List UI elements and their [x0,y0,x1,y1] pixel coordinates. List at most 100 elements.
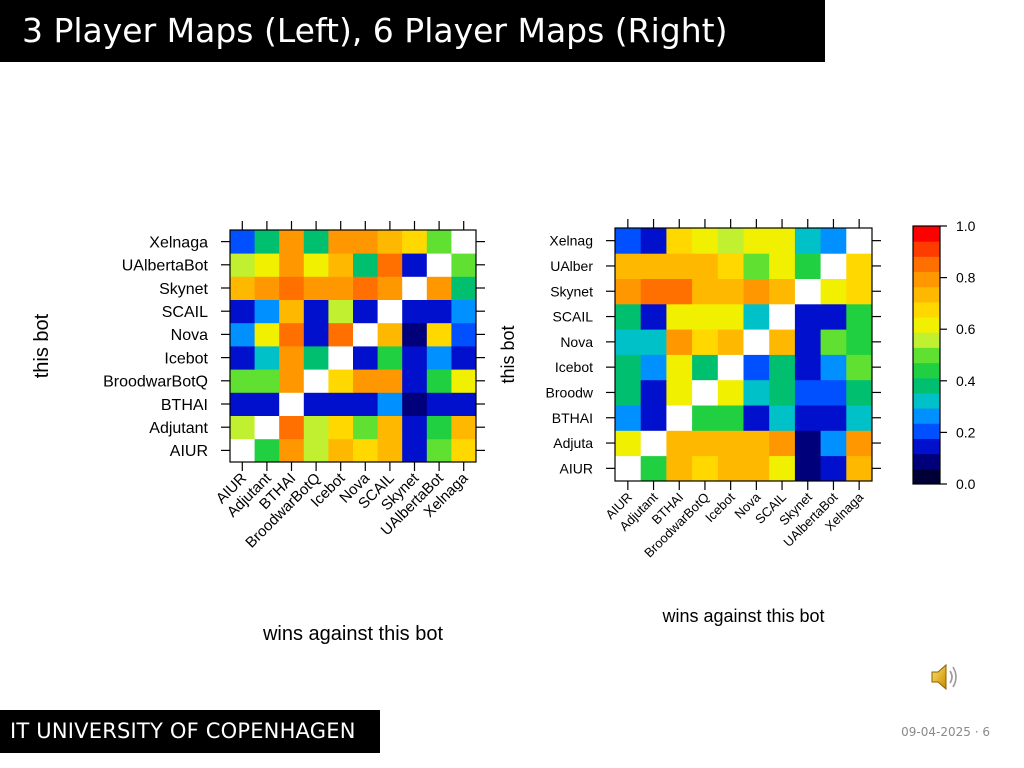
chart2-cell [692,354,719,381]
chart2-cell [640,228,667,254]
chart1-cell [402,253,428,277]
chart1-cell [328,369,354,393]
chart1-cell [426,253,452,277]
chart2-cell [846,354,873,381]
chart1-cell [328,299,354,324]
chart2-cell [717,329,744,355]
chart1-cell [303,322,329,347]
chart2-y-tick-label: Nova [560,334,593,350]
chart1-cell [353,392,378,416]
chart1-y-tick-label: BTHAI [161,397,208,414]
colorbar-segment [913,377,940,394]
chart2-cell [743,228,770,254]
speaker-icon[interactable] [928,660,962,694]
chart1-cell [402,346,428,370]
chart1-cell [303,392,329,416]
chart1-cell [230,299,255,324]
chart1-cell [254,253,280,277]
chart1-cell [426,346,452,370]
chart1-cell [230,369,255,393]
colorbar-segment [913,347,940,364]
chart1-cell [353,438,378,463]
chart1-cell [279,369,305,393]
chart2-cell [820,354,847,381]
chart2-cell [846,405,873,431]
chart1-cell [377,299,403,324]
chart1-cell [254,299,280,324]
chart2-cell [666,354,693,381]
chart1-cell [230,253,255,277]
chart2-cell [820,430,847,457]
colorbar-segment [913,286,940,303]
chart1-cell [279,276,305,300]
chart2-cell [640,303,667,330]
chart2-cell [717,278,744,305]
chart2-cell [640,253,667,279]
chart2-cell [846,430,873,457]
chart1-cell [230,322,255,347]
chart2-cell [794,379,821,406]
chart1-cell [230,346,255,370]
chart2-cell [769,329,796,355]
chart2-cell [743,329,770,355]
chart1-cell [377,276,403,300]
chart2-cell [615,455,642,482]
chart1-cell [303,369,329,393]
chart1-cell [328,322,354,347]
chart2-y-tick-label: Icebot [555,359,593,375]
chart2-cell [820,329,847,355]
chart2-cell [666,278,693,305]
chart1-frame [229,229,477,463]
chart1-y-tick-label: Nova [171,327,208,344]
colorbar-segment [913,438,940,455]
colorbar-segment [913,362,940,379]
chart1-y-tick-label: SCAIL [162,304,208,321]
chart2-cell [717,379,744,406]
chart2-cell [692,329,719,355]
heatmap-figure: AIUR Adjutant BTHAI BroodwarBotQ Icebot Nova S… [31,218,976,645]
chart1-cell [328,253,354,277]
chart2-cell [794,430,821,457]
chart1-cell [377,392,403,416]
chart1-cell [451,253,477,277]
chart2-cell [666,405,693,431]
chart1-cell [254,322,280,347]
slide-title: 3 Player Maps (Left), 6 Player Maps (Rig… [0,0,825,62]
chart2-cell [846,455,873,482]
chart1-cell [353,346,378,370]
chart1-y-tick-label: BroodwarBotQ [103,374,208,391]
chart1-cell [426,415,452,440]
chart1-cell [377,369,403,393]
chart1-cell [230,438,255,463]
chart2-cell [769,228,796,254]
chart1-cell [377,322,403,347]
chart2-cell [743,455,770,482]
chart2-cell [717,455,744,482]
chart2-cell [717,303,744,330]
chart1-cell [426,369,452,393]
chart2-cell [717,430,744,457]
chart2-cell [846,329,873,355]
chart1-cell [303,276,329,300]
chart2-cell [666,329,693,355]
chart2-frame [614,227,873,482]
chart1-cell [279,438,305,463]
colorbar-segment [913,453,940,470]
chart1-cell [303,299,329,324]
chart2-cell [666,455,693,482]
colorbar-tick-label: 0.2 [956,424,976,440]
chart1-cell [426,276,452,300]
chart2-x-tick-label: Icebot [702,489,738,525]
colorbar-tick-label: 1.0 [956,218,976,234]
slide-page-separator: · [974,725,979,739]
colorbar-segment [913,468,940,485]
chart2-cell [615,354,642,381]
chart1-cell [451,438,477,463]
chart2-cell [717,354,744,381]
chart2-cell [717,228,744,254]
chart1-cell [377,253,403,277]
chart2-cell [820,303,847,330]
chart2-cell [769,405,796,431]
chart1-y-tick-label: Skynet [159,281,208,298]
chart2-cell [794,329,821,355]
